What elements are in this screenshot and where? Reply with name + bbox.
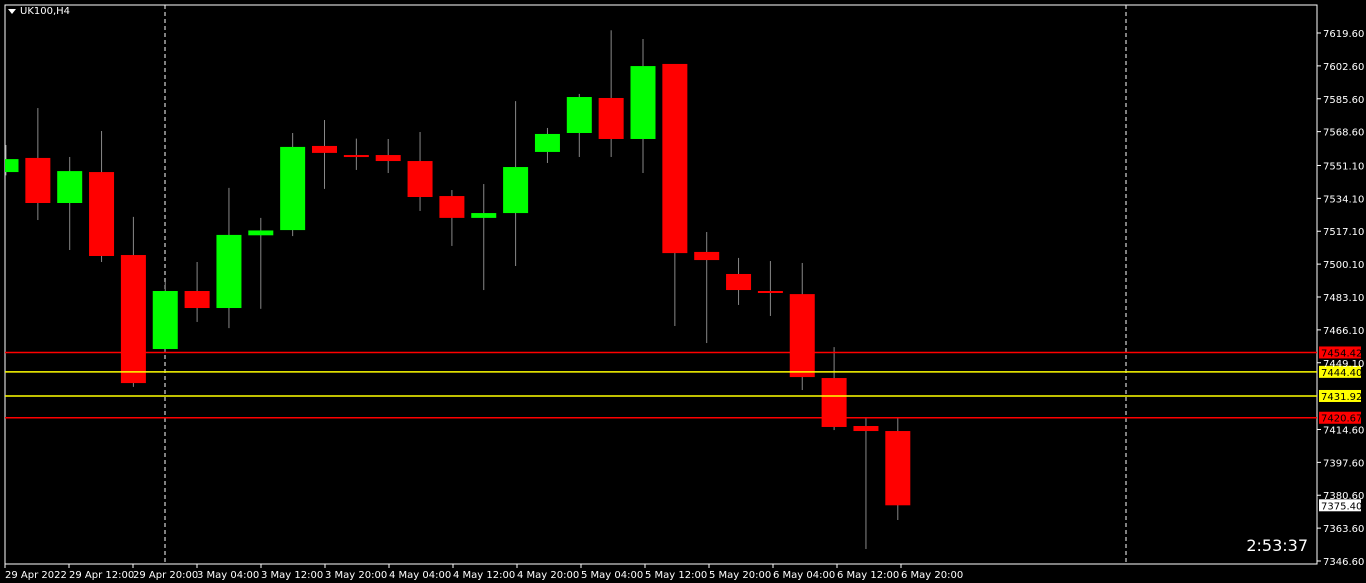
price-tag-bg — [1319, 365, 1361, 378]
bull-candle — [534, 133, 560, 152]
bear-candle — [407, 161, 433, 198]
x-tick-label: 5 May 20:00 — [709, 570, 771, 581]
bear-candle — [120, 255, 146, 384]
x-tick-label: 4 May 12:00 — [453, 570, 515, 581]
y-tick-label: 7346.60 — [1323, 557, 1364, 568]
x-tick-label: 6 May 12:00 — [837, 570, 899, 581]
y-tick-label: 7534.10 — [1323, 194, 1364, 205]
price-tag-bg — [1319, 411, 1361, 424]
symbol-label: UK100,H4 — [20, 6, 71, 17]
bear-candle — [439, 196, 465, 218]
x-tick-label: 5 May 12:00 — [645, 570, 707, 581]
y-tick-label: 7568.60 — [1323, 128, 1364, 139]
bear-candle — [312, 145, 337, 153]
bear-candle — [694, 251, 720, 261]
y-tick-label: 7551.10 — [1323, 161, 1364, 172]
bear-candle — [789, 294, 815, 378]
price-tag-bg — [1319, 389, 1361, 402]
bear-candle — [726, 273, 752, 291]
x-tick-label: 3 May 20:00 — [325, 570, 387, 581]
bear-candle — [25, 157, 51, 204]
x-tick-label: 4 May 04:00 — [389, 570, 451, 581]
y-tick-label: 7449.10 — [1323, 359, 1364, 370]
y-tick-label: 7363.60 — [1323, 524, 1364, 535]
bear-candle — [885, 431, 911, 506]
bear-candle — [757, 291, 783, 294]
bear-candle — [598, 97, 624, 139]
y-tick-label: 7380.60 — [1323, 491, 1364, 502]
bull-candle — [216, 234, 242, 309]
x-tick-label: 29 Apr 2022 — [5, 570, 67, 581]
bear-candle — [343, 155, 369, 158]
x-tick-label: 29 Apr 20:00 — [133, 570, 198, 581]
plot-area — [5, 5, 1317, 564]
bear-candle — [89, 172, 115, 256]
y-tick-label: 7397.60 — [1323, 458, 1364, 469]
bull-candle — [152, 291, 178, 350]
bull-candle — [503, 167, 529, 214]
x-tick-label: 6 May 20:00 — [901, 570, 963, 581]
y-tick-label: 7619.60 — [1323, 29, 1364, 40]
bar-countdown-timer: 2:53:37 — [1246, 536, 1308, 555]
bear-candle — [375, 155, 401, 162]
y-tick-label: 7585.60 — [1323, 95, 1364, 106]
y-tick-label: 7483.10 — [1323, 293, 1364, 304]
chart-frame — [4, 4, 1318, 565]
current-price-tag-bg — [1319, 499, 1361, 512]
current-price-label: 7375.40 — [1321, 501, 1362, 512]
bull-candle — [280, 146, 306, 231]
x-tick-label: 5 May 04:00 — [581, 570, 643, 581]
bear-candle — [184, 291, 210, 309]
bull-candle — [566, 97, 592, 133]
y-tick-label: 7517.10 — [1323, 227, 1364, 238]
x-tick-label: 3 May 12:00 — [261, 570, 323, 581]
price-tag-label: 7431.92 — [1321, 392, 1362, 403]
x-tick-label: 29 Apr 12:00 — [69, 570, 134, 581]
y-tick-label: 7466.10 — [1323, 326, 1364, 337]
bull-candle — [248, 230, 274, 236]
bear-candle — [853, 426, 879, 432]
price-tag-bg — [1319, 346, 1361, 359]
price-tag-label: 7454.42 — [1321, 348, 1362, 359]
bull-candle — [57, 171, 83, 204]
price-tag-label: 7420.67 — [1321, 414, 1362, 425]
y-tick-label: 7602.60 — [1323, 62, 1364, 73]
x-tick-label: 3 May 04:00 — [197, 570, 259, 581]
bull-candle — [5, 159, 19, 173]
y-tick-label: 7414.60 — [1323, 425, 1364, 436]
bull-candle — [630, 66, 656, 139]
price-tag-label: 7444.40 — [1321, 368, 1362, 379]
chart-title[interactable]: UK100,H4 — [8, 6, 70, 17]
bear-candle — [821, 378, 847, 427]
dropdown-triangle-icon[interactable] — [8, 9, 16, 14]
y-tick-label: 7500.10 — [1323, 260, 1364, 271]
x-tick-label: 6 May 04:00 — [773, 570, 835, 581]
bull-candle — [471, 213, 497, 218]
bear-candle — [662, 63, 688, 254]
x-tick-label: 4 May 20:00 — [517, 570, 579, 581]
